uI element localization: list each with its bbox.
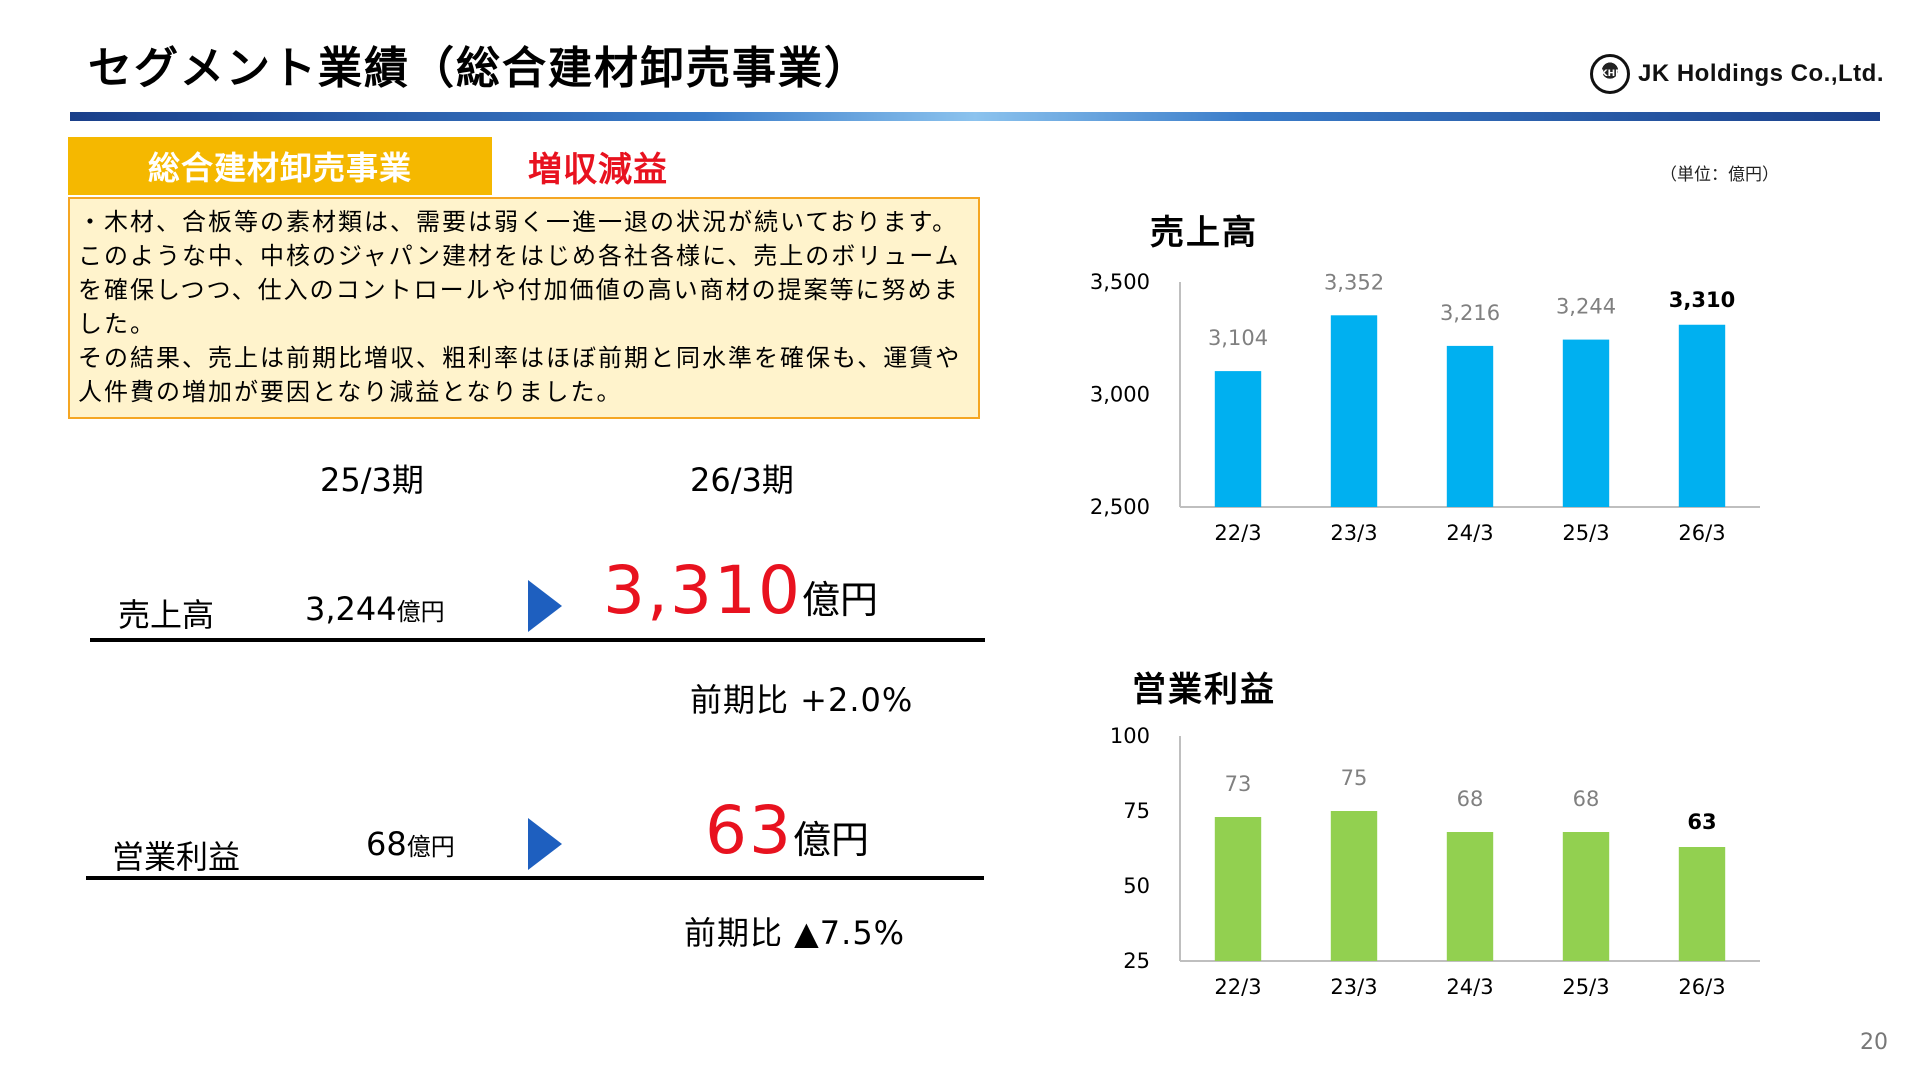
data-label: 3,310 [1669,288,1735,312]
data-label: 63 [1687,810,1716,834]
data-label: 68 [1457,787,1484,811]
op-profit-prev-value: 68億円 [366,825,455,863]
bar [1446,832,1494,961]
bar [1330,315,1378,507]
segment-tab: 総合建材卸売事業 [68,137,492,195]
sales-chart-title: 売上高 [1150,213,1258,253]
op-profit-prev-unit: 億円 [406,833,455,861]
bar [1678,324,1726,507]
bar [1330,811,1378,961]
y-tick-label: 25 [1123,949,1150,973]
x-tick-label: 24/3 [1446,975,1493,999]
sales-prev-unit: 億円 [396,598,445,626]
title-divider [70,112,1880,121]
data-label: 68 [1573,787,1600,811]
op-profit-yoy: 前期比 ▲7.5% [684,914,906,952]
page-title: セグメント業績（総合建材卸売事業） [88,43,870,94]
sales-prev-number: 3,244 [305,590,397,628]
x-tick-label: 26/3 [1678,975,1725,999]
op-profit-chart-title: 営業利益 [1132,670,1276,710]
y-tick-label: 50 [1123,874,1150,898]
x-tick-label: 24/3 [1446,521,1493,545]
y-tick-label: 3,000 [1090,383,1150,407]
op-profit-current-number: 63 [705,792,793,869]
company-logo: JKHD JK Holdings Co.,Ltd. [1590,52,1890,96]
x-tick-label: 25/3 [1562,521,1609,545]
op-profit-label: 営業利益 [112,838,241,876]
sales-label: 売上高 [118,596,215,634]
x-tick-label: 23/3 [1330,975,1377,999]
op-profit-prev-number: 68 [366,825,407,863]
bar [1678,847,1726,961]
description-paragraph: ・木材、合板等の素材類は、需要は弱く一進一退の状況が続いております。このような中… [78,208,961,338]
y-tick-label: 3,500 [1090,270,1150,294]
bar [1562,832,1610,961]
y-tick-label: 100 [1110,724,1150,748]
bar [1214,371,1262,507]
sales-current-unit: 億円 [801,578,878,622]
data-label: 3,244 [1556,295,1616,319]
y-tick-label: 2,500 [1090,495,1150,519]
x-tick-label: 23/3 [1330,521,1377,545]
description-paragraph: その結果、売上は前期比増収、粗利率はほぼ前期と同水準を確保も、運賃や人件費の増加… [78,344,962,406]
y-tick-label: 75 [1123,799,1150,823]
bar [1214,817,1262,961]
x-tick-label: 26/3 [1678,521,1725,545]
op-profit-bar-chart: 25 50 75 100 73 22/3 75 23/3 68 24/3 68 25/3 63 26/3 [1110,724,1760,999]
data-label: 3,216 [1440,301,1500,325]
segment-description: ・木材、合板等の素材類は、需要は弱く一進一退の状況が続いております。このような中… [68,197,980,419]
play-arrow-icon [528,818,562,870]
sales-bar-chart: 2,500 3,000 3,500 3,104 22/3 3,352 23/3 3,216 24… [1090,270,1760,545]
play-arrow-icon [528,580,562,632]
op-profit-current-value: 63億円 [705,792,869,869]
bar [1446,345,1494,507]
x-tick-label: 22/3 [1214,975,1261,999]
sales-yoy: 前期比 +2.0% [690,681,914,719]
op-profit-current-unit: 億円 [792,818,869,862]
page-number: 20 [1860,1030,1888,1055]
period-current-label: 26/3期 [690,461,794,499]
segment-result: 増収減益 [528,150,668,190]
sales-prev-value: 3,244億円 [305,590,445,628]
sales-current-value: 3,310億円 [603,552,878,629]
sales-current-number: 3,310 [603,552,802,629]
data-label: 3,104 [1208,326,1268,350]
company-name: JK Holdings Co.,Ltd. [1638,60,1884,87]
bar [1562,339,1610,507]
x-tick-label: 25/3 [1562,975,1609,999]
period-prev-label: 25/3期 [320,461,424,499]
op-profit-divider [86,876,984,880]
data-label: 3,352 [1324,270,1384,294]
bull-logo-icon: JKHD [1590,54,1630,94]
data-label: 75 [1341,766,1368,790]
unit-note: （単位：億円） [1660,165,1779,185]
x-tick-label: 22/3 [1214,521,1261,545]
sales-divider [90,638,985,642]
data-label: 73 [1225,772,1252,796]
